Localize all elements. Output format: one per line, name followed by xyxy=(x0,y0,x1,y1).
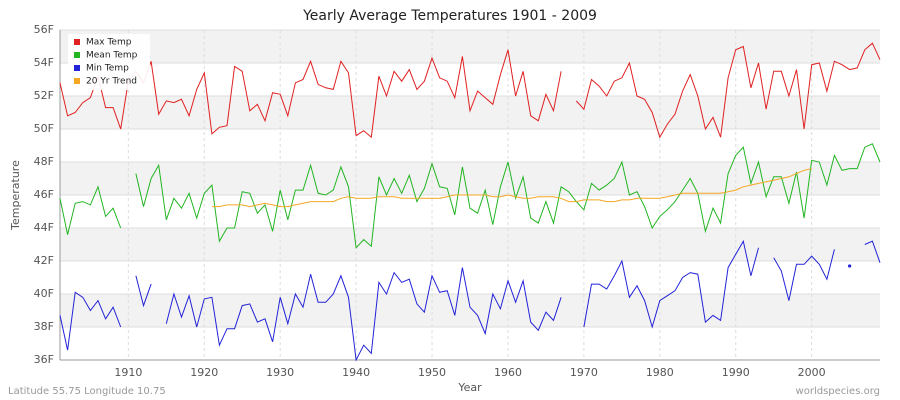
y-tick-label: 36F xyxy=(34,353,54,366)
chart-title: Yearly Average Temperatures 1901 - 2009 xyxy=(302,8,597,24)
x-tick-label: 1950 xyxy=(418,366,446,379)
footer-right: worldspecies.org xyxy=(796,386,880,397)
y-tick-label: 54F xyxy=(34,56,54,69)
y-tick-label: 48F xyxy=(34,155,54,168)
y-tick-label: 40F xyxy=(34,287,54,300)
line-series xyxy=(59,239,881,362)
footer-left: Latitude 55.75 Longitude 10.75 xyxy=(8,386,166,397)
y-tick-label: 38F xyxy=(34,320,54,333)
y-tick-label: 42F xyxy=(34,254,54,267)
x-tick-label: 1970 xyxy=(570,366,598,379)
point xyxy=(848,264,852,268)
grid-band xyxy=(60,30,880,63)
legend-swatch xyxy=(74,52,80,58)
y-tick-label: 44F xyxy=(34,221,54,234)
legend-label: Max Temp xyxy=(86,38,132,48)
legend-box xyxy=(68,34,150,90)
x-axis-label: Year xyxy=(457,381,482,394)
x-tick-label: 1930 xyxy=(266,366,294,379)
x-tick-label: 2000 xyxy=(798,366,826,379)
x-tick-label: 1990 xyxy=(722,366,750,379)
y-tick-label: 56F xyxy=(34,23,54,36)
grid-band xyxy=(60,228,880,261)
grid-band xyxy=(60,162,880,195)
line-series xyxy=(211,168,812,208)
x-tick-label: 1940 xyxy=(342,366,370,379)
legend-swatch xyxy=(74,39,80,45)
y-axis-label: Temperature xyxy=(9,160,22,231)
line-series xyxy=(59,143,881,249)
grid-band xyxy=(60,294,880,327)
legend-swatch xyxy=(74,78,80,84)
y-tick-label: 50F xyxy=(34,122,54,135)
y-tick-label: 52F xyxy=(34,89,54,102)
x-tick-label: 1920 xyxy=(190,366,218,379)
legend-swatch xyxy=(74,65,80,71)
x-tick-label: 1910 xyxy=(114,366,142,379)
x-tick-label: 1980 xyxy=(646,366,674,379)
legend-label: Min Temp xyxy=(86,64,129,74)
y-tick-label: 46F xyxy=(34,188,54,201)
grid-band xyxy=(60,96,880,129)
x-tick-label: 1960 xyxy=(494,366,522,379)
legend-label: Mean Temp xyxy=(86,51,138,61)
legend-label: 20 Yr Trend xyxy=(86,77,137,87)
